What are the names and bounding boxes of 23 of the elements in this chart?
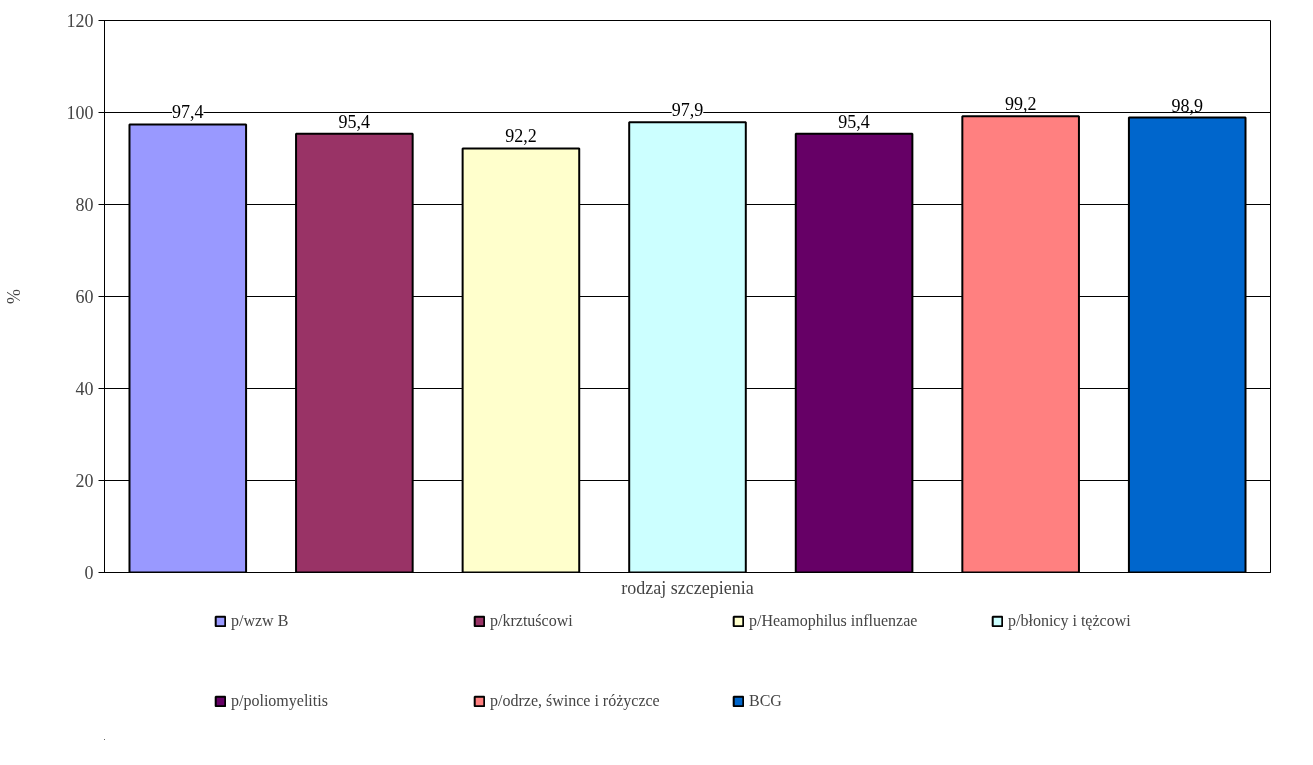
data-label: 95,4: [338, 111, 371, 132]
y-tick-label: 80: [75, 195, 94, 215]
y-tick-label: 60: [75, 287, 94, 307]
legend-label: p/odrze, śwince i różyczce: [490, 692, 661, 710]
legend-label: p/błonicy i tężcowi: [1008, 612, 1132, 630]
y-tick-label: 100: [66, 103, 94, 123]
legend-label: p/poliomyelitis: [231, 692, 329, 710]
y-tick-label: 40: [75, 379, 94, 399]
data-label: 99,2: [1004, 94, 1037, 115]
legend-label: p/krztuścowi: [490, 612, 574, 630]
y-tick-label: 120: [66, 11, 94, 31]
legend-label: BCG: [749, 692, 783, 710]
y-tick-label: 0: [84, 563, 94, 583]
data-label: 95,4: [838, 111, 870, 132]
data-label: 92,2: [505, 126, 537, 147]
data-label: 98,9: [1171, 95, 1203, 116]
data-label: 97,4: [172, 102, 204, 123]
y-tick-label: 20: [75, 471, 94, 491]
legend-label: p/Heamophilus influenzae: [749, 612, 919, 630]
x-axis-title: rodzaj szczepienia: [621, 577, 754, 598]
y-axis-title: %: [3, 289, 24, 304]
data-label: 97,9: [671, 100, 704, 121]
legend-label: p/wzw B: [231, 612, 290, 630]
